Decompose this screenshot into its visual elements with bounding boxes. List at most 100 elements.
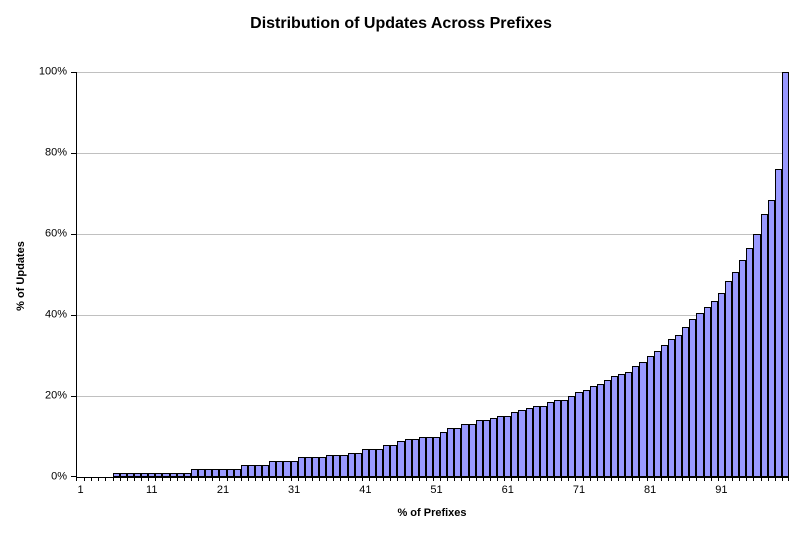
x-tick-label: 21: [216, 484, 230, 496]
bar: [675, 335, 683, 477]
x-tick: [383, 477, 385, 481]
y-tick: [71, 153, 77, 154]
x-tick: [625, 477, 627, 481]
x-tick-label: 41: [359, 484, 372, 496]
bar: [368, 448, 377, 477]
x-tick: [682, 477, 684, 481]
x-tick: [454, 477, 456, 481]
x-tick: [326, 477, 328, 481]
bar: [724, 280, 733, 477]
bar: [582, 389, 590, 477]
x-tick: [283, 477, 285, 481]
x-tick: [183, 477, 185, 481]
bar: [183, 472, 191, 477]
x-tick-label: 91: [715, 484, 728, 496]
bar: [568, 396, 576, 477]
x-tick: [76, 477, 77, 481]
bar: [682, 327, 690, 477]
bar: [689, 319, 697, 477]
x-tick: [290, 477, 292, 481]
bar: [518, 410, 526, 477]
bar: [525, 408, 533, 477]
bar: [190, 468, 199, 477]
x-tick: [653, 477, 655, 481]
bar: [596, 383, 604, 477]
y-tick: [71, 476, 77, 477]
bar: [283, 460, 291, 477]
x-tick-label: 81: [644, 484, 657, 496]
bar: [589, 385, 597, 477]
bar: [119, 472, 127, 477]
bar: [732, 272, 740, 477]
bar: [646, 355, 654, 477]
x-tick: [205, 477, 207, 481]
x-tick: [596, 477, 598, 481]
bar: [781, 72, 789, 477]
x-tick-label: 1: [77, 484, 84, 496]
bar: [632, 365, 640, 477]
x-axis-title: % of Prefixes: [397, 507, 467, 519]
bar: [198, 468, 206, 477]
bar: [667, 339, 676, 477]
bar: [774, 169, 782, 477]
x-tick: [212, 477, 214, 481]
bar: [440, 432, 448, 477]
x-tick: [297, 477, 299, 481]
y-tick: [71, 396, 77, 397]
x-tick: [546, 477, 548, 481]
bar: [603, 379, 611, 477]
x-tick: [511, 477, 513, 481]
x-tick: [767, 477, 769, 481]
x-tick: [746, 477, 748, 481]
x-tick: [554, 477, 556, 481]
bar: [404, 438, 412, 477]
bar: [611, 375, 619, 477]
bar: [247, 464, 255, 477]
x-tick: [169, 477, 171, 481]
y-tick-label: 20%: [44, 389, 67, 402]
bar: [311, 456, 320, 477]
y-gridline: [77, 315, 789, 316]
x-tick: [632, 477, 634, 481]
x-tick: [732, 477, 734, 481]
bar: [447, 428, 455, 477]
y-tick: [71, 315, 77, 316]
bar: [425, 436, 433, 477]
bar: [340, 454, 348, 477]
x-tick: [226, 477, 228, 481]
bar: [148, 472, 156, 477]
bar: [696, 312, 704, 477]
bar: [226, 468, 234, 477]
bar: [739, 260, 747, 477]
bar: [133, 472, 142, 477]
bar: [511, 412, 519, 477]
x-tick: [354, 477, 356, 481]
bar: [746, 248, 754, 477]
bar: [290, 460, 298, 477]
bar: [155, 472, 163, 477]
x-tick: [696, 477, 698, 481]
bar: [411, 438, 419, 477]
x-tick: [126, 477, 128, 481]
x-tick: [361, 477, 363, 481]
bar: [212, 468, 220, 477]
y-tick-label: 100%: [38, 65, 67, 78]
x-tick: [618, 477, 620, 481]
x-tick-label: 71: [572, 484, 586, 496]
y-gridline: [77, 153, 789, 154]
x-tick: [703, 477, 705, 481]
bar: [710, 300, 718, 477]
x-tick: [376, 477, 378, 481]
x-tick-label: 11: [146, 484, 158, 496]
bar: [767, 199, 775, 477]
bar: [561, 400, 569, 477]
bar: [639, 361, 647, 477]
bar: [625, 371, 633, 477]
x-tick: [397, 477, 399, 481]
y-tick-label: 60%: [44, 227, 67, 240]
bar: [297, 456, 305, 477]
bar: [269, 460, 277, 477]
x-tick: [475, 477, 477, 481]
x-tick: [198, 477, 200, 481]
